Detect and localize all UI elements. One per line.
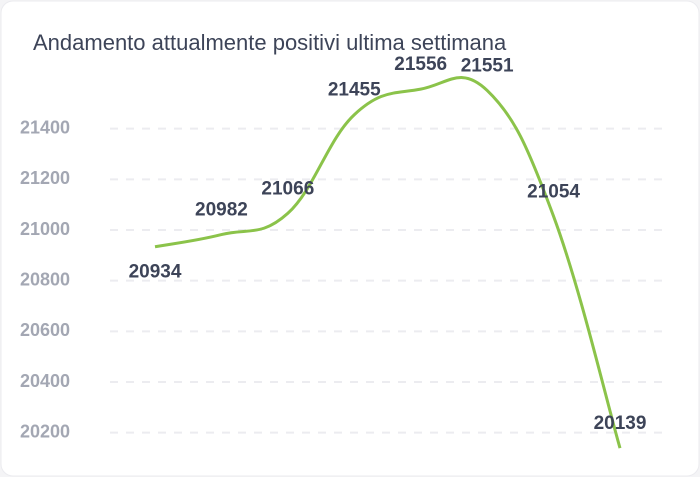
data-label: 20934: [129, 262, 182, 283]
y-tick-label: 20800: [20, 269, 70, 289]
y-tick-label: 20400: [20, 371, 70, 391]
data-label: 21455: [328, 80, 381, 101]
data-label: 21551: [461, 55, 514, 76]
data-label: 21054: [527, 181, 580, 202]
y-tick-label: 20600: [20, 320, 70, 340]
line: [154, 76, 622, 449]
data-label: 21556: [394, 54, 447, 75]
data-label: 20139: [594, 413, 647, 434]
chart-title: Andamento attualmente positivi ultima se…: [33, 30, 507, 55]
y-tick-label: 21000: [20, 219, 70, 239]
data-label: 20982: [195, 200, 248, 221]
y-tick-label: 20200: [20, 421, 70, 441]
data-label: 21066: [261, 178, 314, 199]
y-tick-label: 21200: [20, 168, 70, 188]
y-tick-label: 21400: [20, 117, 70, 137]
